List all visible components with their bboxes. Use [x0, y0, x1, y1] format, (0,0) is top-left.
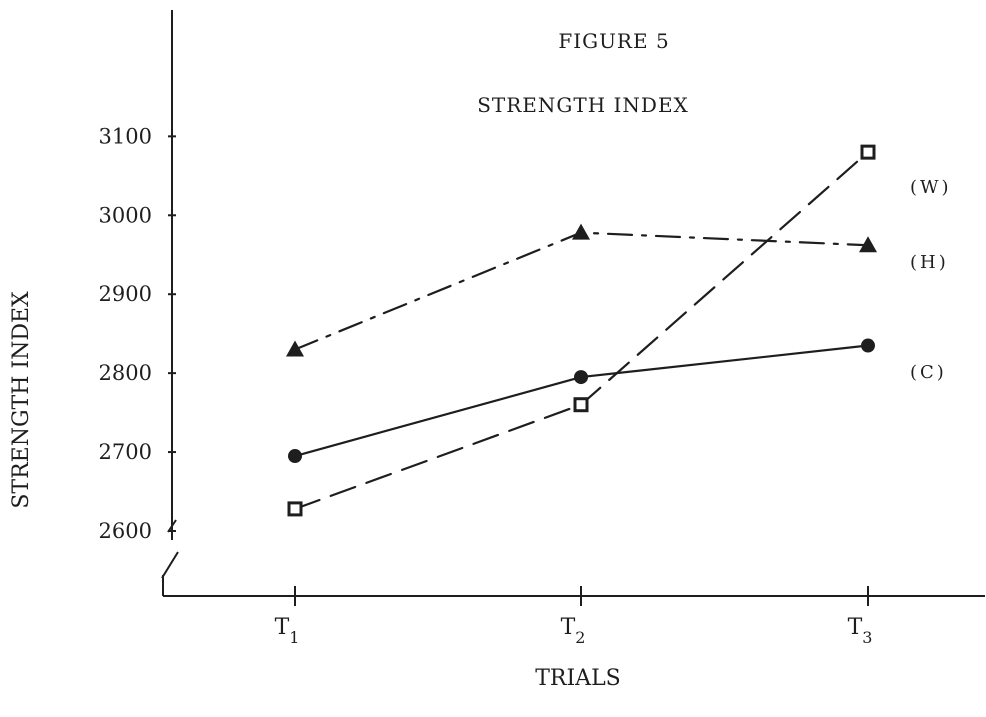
x-axis-label: TRIALS: [535, 666, 621, 691]
point-c-t3: [861, 338, 875, 353]
point-h-t1: [286, 340, 304, 357]
series-line-w: [293, 151, 870, 510]
x-tick-label-3: T3: [848, 615, 873, 647]
x-tick-label-sub: 3: [862, 628, 872, 647]
x-tick-label-1: T1: [275, 615, 300, 647]
y-tick-label-3000: 3000: [99, 203, 152, 227]
x-tick-label-base: T: [848, 615, 863, 640]
point-c-t1: [288, 449, 302, 464]
y-tick-label-3100: 3100: [99, 124, 152, 148]
legend-label-w: (W): [910, 177, 952, 198]
y-axis-label: STRENGTH INDEX: [9, 291, 34, 509]
y-tick-label-2800: 2800: [99, 361, 152, 385]
legend-label-c: (C): [910, 362, 947, 383]
legend-label-h: (H): [910, 252, 949, 273]
y-tick-label-2900: 2900: [99, 282, 152, 306]
legend: (W) (H) (C): [910, 177, 952, 383]
point-w-t1: [287, 501, 303, 517]
point-h-t2: [572, 223, 590, 240]
x-ticks: T1 T2 T3: [275, 586, 873, 647]
point-c-t2: [574, 370, 588, 385]
point-w-t2: [573, 397, 589, 413]
x-tick-label-sub: 1: [289, 628, 299, 647]
y-tick-label-2600: 2600: [99, 519, 152, 543]
x-tick-label-sub: 2: [575, 628, 585, 647]
x-tick-label-base: T: [561, 615, 576, 640]
series-line-h: [293, 231, 870, 351]
point-w-t3: [860, 144, 876, 160]
x-tick-label-2: T2: [561, 615, 586, 647]
series-lines: [286, 144, 877, 517]
x-tick-label-base: T: [275, 615, 290, 640]
axis-break-mark-2: [161, 551, 179, 579]
point-h-t3: [859, 236, 877, 253]
y-tick-label-2700: 2700: [99, 440, 152, 464]
chart-subtitle: STRENGTH INDEX: [477, 93, 689, 117]
chart-title: FIGURE 5: [558, 29, 669, 53]
y-ticks: 2600 2700 2800 2900 3000 3100: [99, 124, 176, 543]
